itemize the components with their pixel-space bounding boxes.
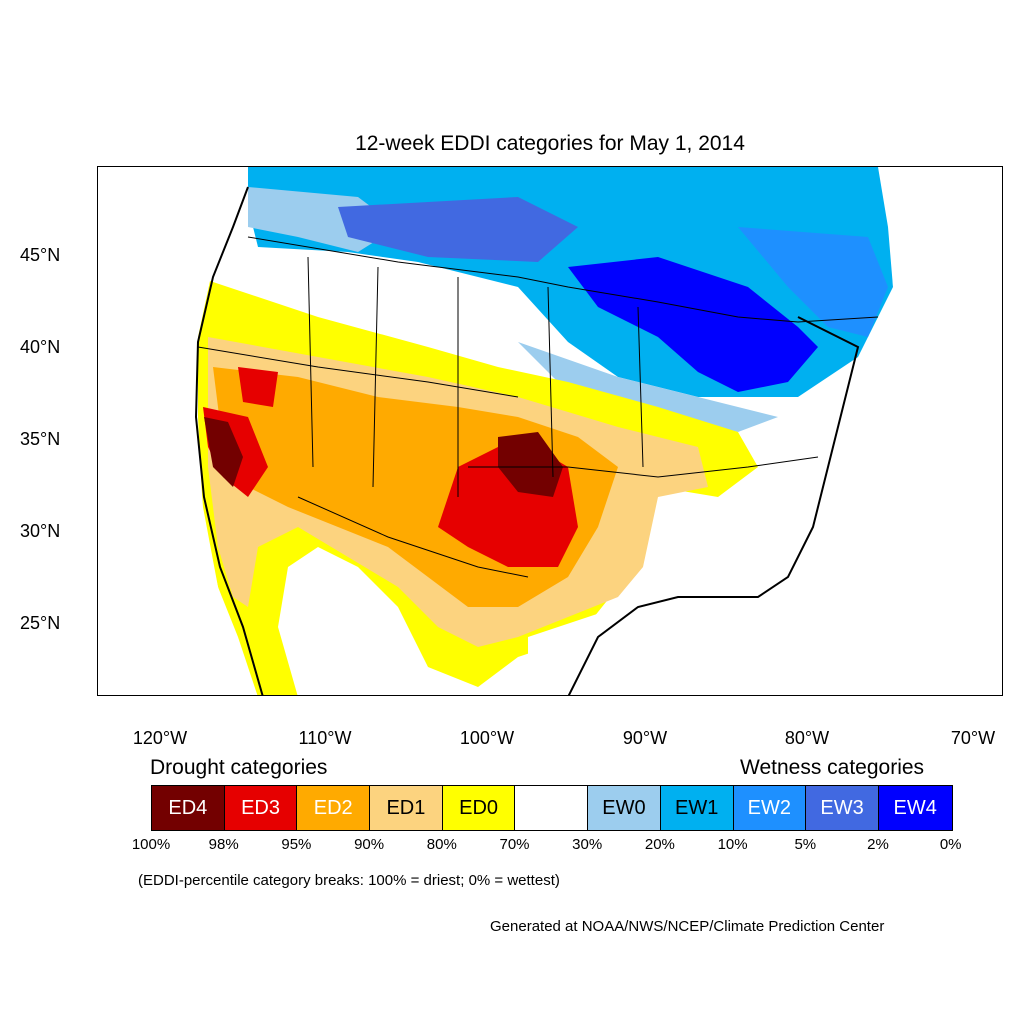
legend-swatch-ew1: EW1 xyxy=(660,786,734,830)
legend-swatch-ed1: ED1 xyxy=(370,786,443,830)
legend-swatch-ew4: EW4 xyxy=(878,786,952,830)
lon-label-80: 80°W xyxy=(784,728,830,748)
wetness-region-ew2-east xyxy=(738,227,888,337)
percentile-tick: 2% xyxy=(867,836,889,853)
lat-label-25: 25°N xyxy=(20,613,61,633)
percentile-tick: 70% xyxy=(499,836,530,853)
map-canvas xyxy=(98,167,1002,695)
eddi-map xyxy=(97,166,1003,696)
wetness-region-ew4-greatlakes xyxy=(568,257,818,392)
legend-swatch-ew3: EW3 xyxy=(806,786,879,830)
percentile-tick: 30% xyxy=(572,836,603,853)
drought-heading: Drought categories xyxy=(150,756,328,779)
coastline xyxy=(194,186,860,695)
wetness-region-ew3 xyxy=(338,197,578,262)
percentile-tick: 80% xyxy=(426,836,457,853)
legend-swatch-ed0: ED0 xyxy=(442,786,516,830)
percentile-tick: 0% xyxy=(939,836,962,853)
lon-label-120: 120°W xyxy=(132,728,188,748)
legend-swatch-normal xyxy=(515,786,589,830)
drought-region-ed3 xyxy=(203,367,578,567)
lat-label-45: 45°N xyxy=(20,245,61,265)
border-lines xyxy=(197,236,879,578)
lon-label-90: 90°W xyxy=(622,728,668,748)
percentile-tick: 5% xyxy=(794,836,817,853)
wetness-region-ew0-ne xyxy=(518,342,778,432)
legend-swatch-ew2: EW2 xyxy=(733,786,807,830)
legend-swatch-ed3: ED3 xyxy=(224,786,298,830)
lon-label-100: 100°W xyxy=(459,728,515,748)
percentile-tick: 98% xyxy=(208,836,239,853)
percentile-tick: 20% xyxy=(644,836,675,853)
wetness-heading: Wetness categories xyxy=(740,756,925,779)
legend-swatch-ed2: ED2 xyxy=(297,786,371,830)
category-note: (EDDI-percentile category breaks: 100% =… xyxy=(138,872,560,889)
credit-text: Generated at NOAA/NWS/NCEP/Climate Predi… xyxy=(490,918,885,935)
gulf-of-mexico xyxy=(528,597,758,695)
percentile-tick: 90% xyxy=(354,836,385,853)
lon-label-110: 110°W xyxy=(298,728,352,748)
category-legend: ED4 ED3 ED2 ED1 ED0 EW0 EW1 EW2 EW3 EW4 xyxy=(151,785,953,831)
ocean-pacific xyxy=(98,167,258,695)
lat-label-40: 40°N xyxy=(20,337,61,357)
percentile-tick: 10% xyxy=(717,836,748,853)
percentile-tick: 95% xyxy=(281,836,312,853)
drought-region-ed4 xyxy=(204,417,563,497)
legend-swatch-ed4: ED4 xyxy=(152,786,225,830)
lon-label-70: 70°W xyxy=(950,728,996,748)
ocean-atlantic xyxy=(738,167,1002,695)
lat-label-30: 30°N xyxy=(20,521,61,541)
percentile-tick: 100% xyxy=(131,836,171,853)
legend-swatch-ew0: EW0 xyxy=(588,786,661,830)
lat-label-35: 35°N xyxy=(20,429,61,449)
map-title: 12-week EDDI categories for May 1, 2014 xyxy=(355,132,745,155)
